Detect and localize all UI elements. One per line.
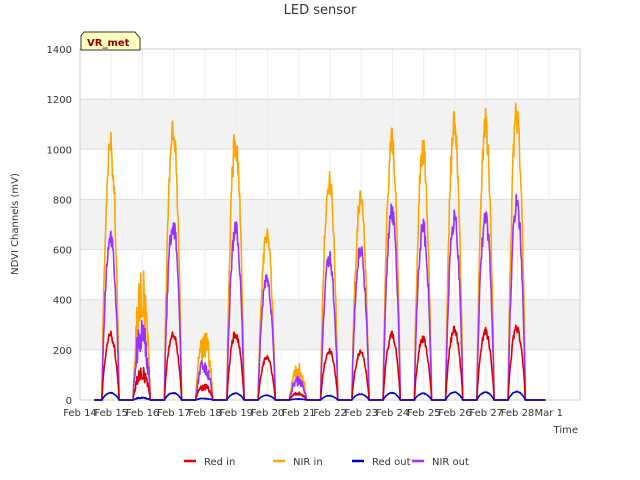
badge-label: VR_met [87,38,130,49]
x-tick-label: Feb 17 [157,408,191,419]
x-tick-label: Feb 18 [188,408,222,419]
chart-title: LED sensor [284,3,357,18]
legend-item: Red in [184,457,235,468]
station-badge: VR_met [80,31,141,51]
x-tick-label: Feb 15 [94,408,128,419]
y-tick-label: 0 [66,396,72,407]
legend-label: NIR out [432,457,469,468]
x-tick-label: Feb 26 [438,408,472,419]
y-tick-label: 1000 [47,145,72,156]
legend-item: NIR out [412,457,469,468]
legend: Red in NIR in Red out NIR out [184,457,469,468]
legend-item: Red out [352,457,411,468]
y-tick-label: 1200 [47,95,72,106]
y-tick-label: 200 [53,346,72,357]
x-tick-label: Feb 25 [407,408,441,419]
y-tick-label: 1400 [47,45,72,56]
y-tick-label: 600 [53,246,72,257]
x-axis-label: Time [553,425,578,436]
y-tick-label: 400 [53,296,72,307]
series-lines [94,102,546,401]
x-tick-label: Feb 23 [344,408,378,419]
x-tick-label: Feb 28 [501,408,535,419]
badge-box [80,31,141,51]
x-tick-label: Mar 1 [535,408,563,419]
y-tick-label: 800 [53,195,72,206]
legend-label: Red in [204,457,235,468]
x-tick-label: Feb 20 [251,408,285,419]
y-axis-label: NDVI Channels (mV) [10,173,21,275]
x-tick-label: Feb 19 [219,408,253,419]
x-tick-label: Feb 27 [469,408,503,419]
legend-label: NIR in [293,457,323,468]
x-tick-label: Feb 16 [126,408,160,419]
x-tick-label: Feb 21 [282,408,316,419]
y-tick-labels: 0 200 400 600 800 1000 1200 1400 [47,45,72,407]
legend-label: Red out [372,457,411,468]
x-tick-label: Feb 24 [376,408,410,419]
plot-frame [79,48,581,401]
series-line-red-out [94,390,546,401]
legend-item: NIR in [273,457,323,468]
x-tick-label: Feb 22 [313,408,347,419]
x-tick-label: Feb 14 [63,408,97,419]
